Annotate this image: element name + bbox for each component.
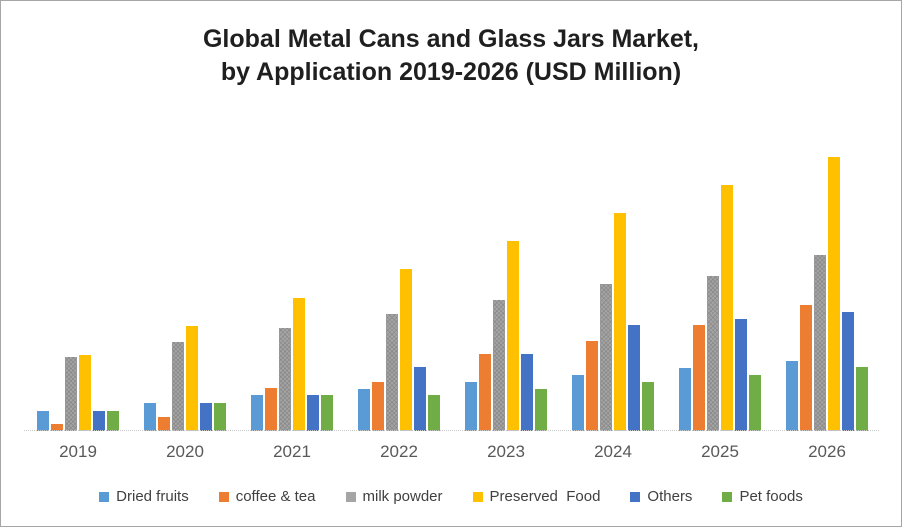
bar-dried-fruits-2020 (144, 403, 156, 431)
x-axis-labels: 2019 2020 2021 2022 2023 2024 2025 2026 (24, 442, 879, 462)
legend-swatch-pet-foods (722, 491, 733, 502)
bar-dried-fruits-2025 (679, 368, 691, 431)
bar-milk-powder-2020 (172, 342, 184, 431)
bar-group-2023 (465, 141, 547, 431)
bar-preserved-food-2021 (293, 298, 305, 431)
legend-label-milk-powder: milk powder (362, 488, 443, 505)
x-axis-label-2024: 2024 (594, 442, 632, 461)
bar-preserved-food-2025 (721, 185, 733, 431)
bar-coffee--tea-2023 (479, 354, 491, 431)
bar-preserved-food-2020 (186, 326, 198, 431)
chart-title-line-2: by Application 2019-2026 (USD Million) (220, 58, 682, 86)
bar-preserved-food-2024 (614, 213, 626, 431)
bar-dried-fruits-2022 (358, 389, 370, 431)
bar-coffee--tea-2026 (800, 305, 812, 431)
bar-others-2019 (93, 411, 105, 431)
legend-label-coffee--tea: coffee & tea (235, 488, 316, 505)
x-axis-label-2020: 2020 (166, 442, 204, 461)
bar-dried-fruits-2023 (465, 382, 477, 431)
bar-coffee--tea-2019 (51, 424, 63, 431)
bar-milk-powder-2022 (386, 314, 398, 431)
bar-coffee--tea-2021 (265, 388, 277, 431)
bar-others-2021 (307, 395, 319, 431)
bar-milk-powder-2023 (493, 300, 505, 431)
bar-others-2025 (735, 319, 747, 431)
legend-swatch-milk-powder (345, 491, 356, 502)
x-axis-label-2025: 2025 (701, 442, 739, 461)
legend-item-others: Others (630, 488, 692, 505)
x-axis-label-2023: 2023 (487, 442, 525, 461)
bar-group-2025 (679, 141, 761, 431)
bar-pet-foods-2022 (428, 395, 440, 431)
bar-others-2022 (414, 367, 426, 431)
bar-preserved-food-2023 (507, 241, 519, 431)
bar-pet-foods-2019 (107, 411, 119, 431)
legend-label-preserved-food: Preserved Food (489, 488, 601, 505)
x-axis-label-2026: 2026 (808, 442, 846, 461)
legend-item-pet-foods: Pet foods (722, 488, 803, 505)
legend: Dried fruits coffee & tea milk powder Prese… (1, 488, 901, 505)
bar-dried-fruits-2019 (37, 411, 49, 431)
legend-item-dried-fruits: Dried fruits (99, 488, 189, 505)
legend-item-milk-powder: milk powder (345, 488, 443, 505)
bar-others-2026 (842, 312, 854, 431)
bar-group-2022 (358, 141, 440, 431)
bar-preserved-food-2022 (400, 269, 412, 431)
bar-pet-foods-2024 (642, 382, 654, 431)
legend-label-others: Others (647, 488, 693, 505)
bar-group-2024 (572, 141, 654, 431)
bar-milk-powder-2026 (814, 255, 826, 431)
bar-coffee--tea-2022 (372, 382, 384, 431)
bar-pet-foods-2025 (749, 375, 761, 431)
bar-pet-foods-2026 (856, 367, 868, 431)
legend-swatch-coffee--tea (218, 491, 229, 502)
bar-dried-fruits-2021 (251, 395, 263, 431)
legend-item-coffee--tea: coffee & tea (218, 488, 316, 505)
bar-others-2024 (628, 325, 640, 431)
x-axis-label-2021: 2021 (273, 442, 311, 461)
bar-pet-foods-2023 (535, 389, 547, 431)
bar-group-2020 (144, 141, 226, 431)
bar-coffee--tea-2020 (158, 417, 170, 431)
legend-label-pet-foods: Pet foods (739, 488, 803, 505)
bar-preserved-food-2026 (828, 157, 840, 431)
chart-title-line-1: Global Metal Cans and Glass Jars Market, (202, 25, 700, 53)
bar-group-2026 (786, 141, 868, 431)
x-axis-label-2022: 2022 (380, 442, 418, 461)
bar-milk-powder-2025 (707, 276, 719, 431)
bar-group-2019 (37, 141, 119, 431)
legend-swatch-dried-fruits (99, 491, 110, 502)
legend-label-dried-fruits: Dried fruits (116, 488, 189, 505)
plot-area (24, 141, 879, 431)
bar-preserved-food-2019 (79, 355, 91, 431)
bar-milk-powder-2019 (65, 357, 77, 431)
bar-milk-powder-2021 (279, 328, 291, 431)
bar-dried-fruits-2024 (572, 375, 584, 431)
bar-milk-powder-2024 (600, 284, 612, 431)
legend-swatch-preserved-food (472, 491, 483, 502)
x-axis-label-2019: 2019 (59, 442, 97, 461)
bar-pet-foods-2020 (214, 403, 226, 431)
legend-swatch-others (630, 491, 641, 502)
bar-others-2020 (200, 403, 212, 431)
legend-item-preserved-food: Preserved Food (472, 488, 601, 505)
bar-coffee--tea-2025 (693, 325, 705, 431)
bar-dried-fruits-2026 (786, 361, 798, 431)
bar-others-2023 (521, 354, 533, 431)
bar-coffee--tea-2024 (586, 341, 598, 431)
bar-group-2021 (251, 141, 333, 431)
chart-title: Global Metal Cans and Glass Jars Market,… (1, 23, 901, 89)
x-axis-line (24, 430, 879, 431)
bar-pet-foods-2021 (321, 395, 333, 431)
